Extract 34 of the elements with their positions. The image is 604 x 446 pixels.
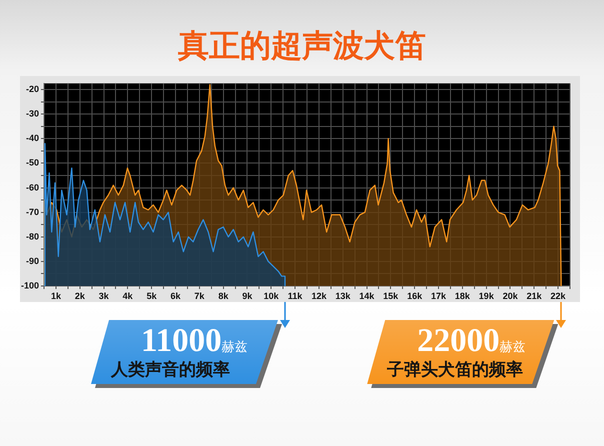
y-tick-label: -40 (26, 133, 39, 144)
y-tick-label: -30 (26, 108, 39, 119)
x-tick-label: 6k (170, 290, 182, 301)
x-tick-label: 12k (311, 290, 328, 301)
y-tick-label: -80 (26, 231, 39, 242)
x-tick-label: 11k (288, 290, 304, 301)
x-tick-label: 14k (359, 290, 376, 301)
y-tick-label: -50 (26, 158, 39, 168)
x-tick-label: 21k (526, 290, 543, 301)
banner: 11000赫兹 人类声音的频率 (91, 320, 282, 388)
x-tick-label: 19k (478, 290, 495, 301)
y-tick-label: -20 (26, 84, 39, 94)
x-tick-label: 1k (50, 290, 62, 301)
x-tick-label: 22k (550, 290, 567, 301)
y-tick-label: -60 (26, 182, 39, 192)
x-tick-label: 17k (430, 290, 447, 301)
x-tick-label: 3k (98, 290, 110, 301)
x-tick-label: 10k (264, 290, 280, 301)
x-tick-label: 5k (146, 290, 158, 301)
x-tick-label: 7k (194, 290, 206, 301)
y-tick-label: -70 (26, 206, 39, 217)
y-tick-label: -100 (20, 280, 39, 290)
y-tick-label: -90 (26, 256, 39, 266)
x-tick-label: 18k (454, 290, 471, 301)
banner: 22000赫兹 子弹头犬笛的频率 (367, 320, 558, 388)
x-tick-label: 4k (122, 290, 134, 301)
x-tick-label: 2k (74, 290, 86, 301)
x-tick-label: 20k (502, 290, 519, 301)
x-tick-label: 15k (383, 290, 400, 301)
chart-title: 真正的超声波犬笛 (177, 27, 427, 66)
x-tick-label: 13k (335, 290, 352, 301)
x-tick-label: 9k (242, 290, 254, 301)
x-tick-label: 8k (218, 290, 230, 301)
x-tick-label: 16k (407, 290, 424, 301)
